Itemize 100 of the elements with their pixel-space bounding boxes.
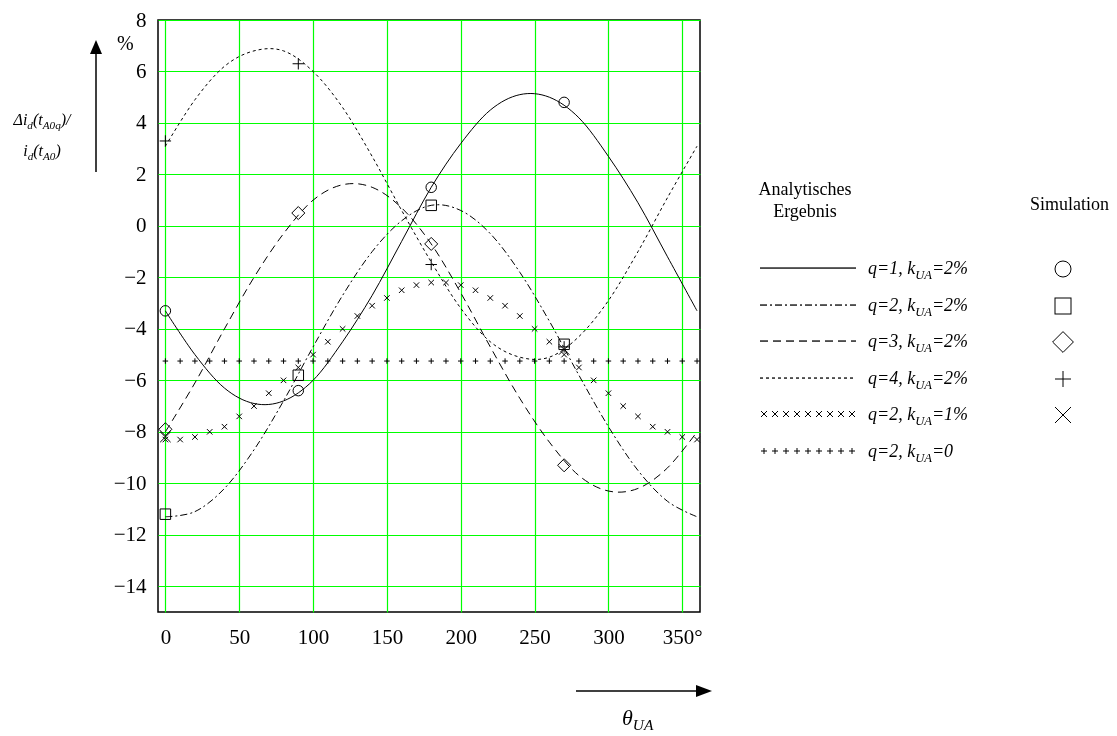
point (619, 357, 627, 365)
y-tick-label: 6 (136, 58, 147, 83)
point (619, 402, 627, 410)
legend-label: q=2, k$_{UA}$=2% (868, 294, 969, 320)
legend-label: q=2, k$_{UA}$=1% (868, 404, 969, 429)
y-tick-label: 8 (136, 7, 147, 32)
point (693, 357, 701, 365)
point (235, 413, 243, 420)
point (442, 279, 450, 286)
y-tick-label: −6 (124, 367, 147, 392)
point (472, 287, 479, 294)
point (425, 181, 437, 194)
point (159, 134, 172, 148)
point (158, 422, 173, 437)
point (176, 357, 184, 365)
y-tick-label: −4 (124, 316, 147, 341)
legend-title: Analytisches Ergebnis (757, 178, 853, 222)
point (324, 357, 332, 365)
point (265, 357, 272, 365)
point (191, 433, 199, 441)
point (664, 357, 671, 365)
point (159, 508, 172, 520)
x-axis-title: θ$_{UA}$ (622, 705, 654, 735)
point (176, 436, 184, 443)
point (693, 436, 701, 443)
point (292, 384, 305, 397)
point (280, 357, 287, 365)
point (191, 357, 199, 365)
point (250, 357, 258, 365)
point (291, 206, 306, 221)
point (398, 357, 405, 365)
y-tick-label: −12 (113, 522, 147, 547)
point (560, 357, 568, 365)
point (339, 325, 346, 333)
text: Simulation (1030, 194, 1110, 215)
point (557, 458, 572, 473)
y-tick-label: 2 (136, 161, 147, 186)
point (425, 258, 438, 271)
point (206, 357, 213, 365)
y-tick-label: −10 (113, 470, 147, 495)
y-tick-label: −8 (124, 419, 147, 444)
point (206, 428, 213, 436)
point (324, 338, 332, 345)
y-tick-label: 4 (136, 110, 147, 135)
x-tick-label: 100 (297, 624, 330, 649)
point (605, 357, 612, 365)
y-tick-label: 0 (136, 213, 147, 238)
point (354, 357, 361, 365)
point (531, 325, 538, 333)
point (235, 357, 243, 365)
text: % (117, 32, 134, 55)
point (265, 389, 272, 397)
point (425, 199, 437, 212)
point (472, 357, 479, 365)
point (413, 281, 420, 289)
point (590, 357, 597, 365)
x-tick-label: 350° (662, 624, 703, 649)
x-tick-label: 0 (160, 624, 172, 649)
point (679, 357, 686, 365)
point (649, 357, 656, 365)
point (487, 294, 494, 302)
point (221, 357, 228, 365)
point (309, 357, 317, 365)
legend-label: q=2, k$_{UA}$=0 (868, 440, 954, 466)
point (558, 96, 570, 109)
point (590, 377, 597, 384)
point (354, 312, 361, 320)
y-tick-label: −14 (113, 573, 147, 598)
point (516, 357, 524, 365)
x-tick-label: 300 (593, 624, 625, 649)
point (634, 357, 642, 365)
x-tick-label: 200 (445, 624, 477, 649)
point (442, 357, 450, 365)
point (531, 357, 538, 365)
point (221, 423, 228, 430)
point (427, 279, 435, 286)
point (427, 357, 435, 365)
point (516, 312, 524, 320)
point (368, 302, 376, 309)
legend-label: q=4, k$_{UA}$=2% (868, 367, 969, 393)
point (487, 357, 494, 365)
legend-label: q=3, k$_{UA}$=2% (868, 331, 969, 356)
y-tick-label: −2 (124, 264, 147, 289)
point (162, 436, 169, 443)
point (339, 357, 346, 365)
point (501, 357, 509, 365)
point (649, 423, 656, 430)
point (457, 281, 464, 289)
x-tick-label: 50 (229, 624, 251, 649)
text: Δi$_{d}$(t$_{A0q}$)/i$_{d}$(t$_{A0}$) (13, 111, 71, 163)
point (292, 57, 305, 70)
point (634, 413, 642, 420)
x-tick-label: 150 (371, 624, 404, 649)
x-tick-label: 250 (519, 624, 551, 649)
point (309, 351, 317, 358)
point (605, 389, 612, 397)
point (383, 294, 391, 302)
point (546, 338, 553, 345)
point (546, 357, 553, 365)
point (413, 357, 420, 365)
